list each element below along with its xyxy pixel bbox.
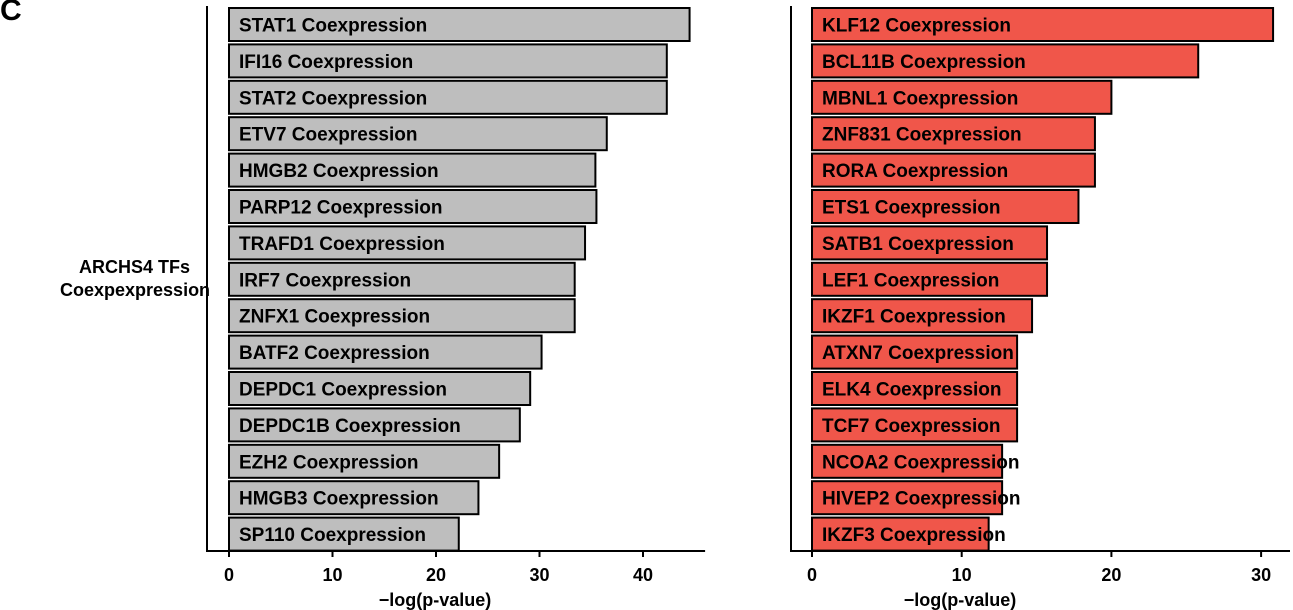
x-tick-label: 30 [1251,565,1271,585]
bar-label: LEF1 Coexpression [822,270,999,291]
bar [811,407,1019,443]
bar [811,261,1049,297]
bar-label: IKZF1 Coexpression [822,307,1006,328]
bar-label: TCF7 Coexpression [822,416,1000,437]
bar [228,152,597,188]
bar [228,443,501,479]
bar [228,371,532,406]
bar [228,516,460,552]
bar-label: HMGB2 Coexpression [239,161,439,182]
bar-label: STAT2 Coexpression [239,88,427,109]
row-label-line-1: ARCHS4 TFs [78,257,190,277]
x-tick-label: 10 [322,565,342,585]
bar [228,480,480,516]
x-axis-label: −log(p-value) [904,590,1017,610]
bar-label: ZNFX1 Coexpression [239,307,430,328]
bar [811,116,1096,152]
bar-label: KLF12 Coexpression [822,16,1011,37]
bar [228,189,598,224]
bar-label: ATXN7 Coexpression [822,343,1014,364]
row-label: ARCHS4 TFs Coexpexpression [60,256,211,302]
bar [228,79,668,115]
x-tick-label: 20 [1101,565,1121,585]
bar [228,298,576,334]
bar-label: BCL11B Coexpression [822,52,1026,73]
bar [228,116,608,152]
bar-label: TRAFD1 Coexpression [239,234,445,255]
bar [811,443,1004,479]
bar-label: SP110 Coexpression [239,525,426,546]
bar-label: DEPDC1 Coexpression [239,380,447,401]
bar [811,79,1113,115]
bar-label: EZH2 Coexpression [239,452,419,473]
bar-label: RORA Coexpression [822,161,1008,182]
bar-label: STAT1 Coexpression [239,16,427,37]
bar [228,407,521,443]
bar [228,225,587,261]
bar [228,261,576,297]
bar [811,7,1275,42]
bar-label: ETV7 Coexpression [239,125,417,146]
bar-label: HMGB3 Coexpression [239,489,439,510]
bar [811,189,1080,224]
x-axis-label: −log(p-value) [379,590,492,610]
bar-label: PARP12 Coexpression [239,198,442,219]
x-tick-label: 30 [529,565,549,585]
bar [228,7,691,42]
x-tick-label: 40 [633,565,653,585]
x-tick-label: 20 [426,565,446,585]
bar [811,371,1019,406]
bar-label: IRF7 Coexpression [239,270,411,291]
bar [228,43,668,79]
bar [811,480,1004,516]
row-label-line-2: Coexpexpression [60,280,211,300]
bar [811,43,1200,79]
bar-label: NCOA2 Coexpression [822,452,1019,473]
x-tick-label: 10 [952,565,972,585]
bar-label: ELK4 Coexpression [822,380,1002,401]
bar-label: ZNF831 Coexpression [822,125,1022,146]
bar-label: IFI16 Coexpression [239,52,413,73]
bar-label: MBNL1 Coexpression [822,88,1018,109]
bar [811,516,990,552]
bar-label: SATB1 Coexpression [822,234,1014,255]
bar-label: DEPDC1B Coexpression [239,416,461,437]
bar [811,225,1049,261]
bar [811,298,1034,334]
panel-label: C [0,0,22,27]
bar-label: HIVEP2 Coexpression [822,489,1021,510]
bar-label: BATF2 Coexpression [239,343,430,364]
bar [811,152,1096,188]
x-tick-label: 0 [224,565,234,585]
bar-label: ETS1 Coexpression [822,198,1000,219]
bar [811,334,1019,370]
bar [228,334,543,370]
bar-label: IKZF3 Coexpression [822,525,1006,546]
x-tick-label: 0 [807,565,817,585]
